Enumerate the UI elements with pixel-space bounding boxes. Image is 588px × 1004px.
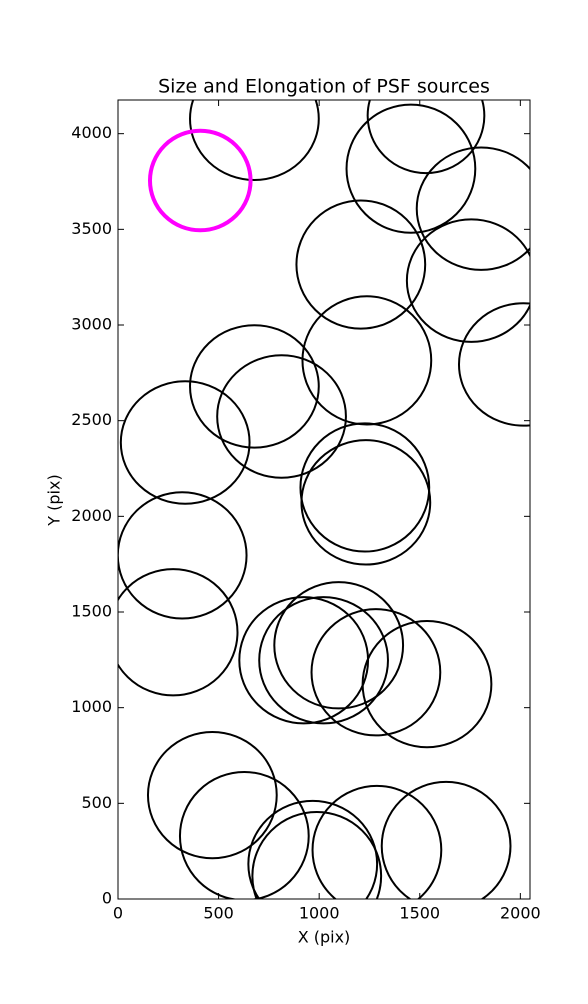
psf-ellipse <box>147 128 253 233</box>
x-tick-label: 1000 <box>299 904 340 923</box>
psf-ellipse <box>311 784 443 899</box>
psf-ellipse <box>361 619 493 749</box>
x-tick-label: 2000 <box>500 904 541 923</box>
psf-ellipse <box>146 730 278 860</box>
y-tick-label: 0 <box>102 889 112 908</box>
psf-ellipse <box>251 810 383 899</box>
x-axis-label: X (pix) <box>298 928 351 947</box>
psf-ellipse <box>345 103 477 234</box>
psf-ellipse <box>118 568 239 697</box>
psf-ellipse <box>118 491 248 620</box>
psf-ellipse <box>300 439 432 566</box>
psf-ellipse <box>216 354 347 479</box>
psf-ellipse <box>119 380 251 505</box>
y-tick-label: 1500 <box>71 602 112 621</box>
psf-ellipse <box>189 324 320 449</box>
y-tick-label: 2000 <box>71 506 112 525</box>
psf-ellipse <box>258 596 389 725</box>
y-tick-label: 2500 <box>71 410 112 429</box>
y-tick-label: 1000 <box>71 697 112 716</box>
psf-ellipse <box>380 780 512 899</box>
psf-ellipse <box>366 100 486 175</box>
psf-ellipse <box>189 100 320 181</box>
psf-ellipse <box>247 799 379 899</box>
axes-frame <box>117 99 531 900</box>
plot-area <box>118 100 530 899</box>
psf-ellipse <box>178 770 310 899</box>
psf-ellipse <box>405 218 530 343</box>
psf-ellipse <box>295 199 427 330</box>
psf-ellipse <box>301 295 433 426</box>
y-tick-label: 3000 <box>71 315 112 334</box>
psf-ellipse <box>273 581 405 710</box>
x-tick-label: 500 <box>203 904 234 923</box>
y-axis-label: Y (pix) <box>45 474 64 526</box>
y-tick-label: 500 <box>81 793 112 812</box>
x-tick-label: 1500 <box>399 904 440 923</box>
psf-ellipse <box>458 302 530 427</box>
psf-ellipse <box>310 608 442 737</box>
y-tick-label: 4000 <box>71 123 112 142</box>
chart-title: Size and Elongation of PSF sources <box>158 76 490 98</box>
x-tick-label: 0 <box>113 904 123 923</box>
y-tick-label: 3500 <box>71 219 112 238</box>
psf-ellipse <box>415 146 530 271</box>
